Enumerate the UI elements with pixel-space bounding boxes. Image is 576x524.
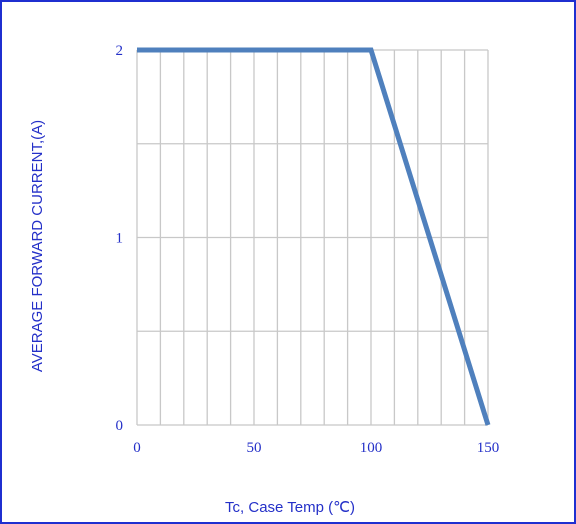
y-axis-title: AVERAGE FORWARD CURRENT,(A) [29, 120, 46, 372]
x-tick-label: 150 [477, 440, 500, 456]
grid [136, 49, 489, 426]
y-tick-label: 0 [116, 418, 124, 434]
series-line [137, 47, 491, 426]
y-tick-label: 1 [116, 231, 124, 247]
y-tick-labels: 0 1 2 [116, 43, 124, 434]
x-tick-label: 50 [247, 440, 262, 456]
y-tick-label: 2 [116, 43, 124, 59]
x-tick-labels: 0 50 100 150 [133, 440, 499, 456]
x-tick-label: 100 [360, 440, 383, 456]
x-axis-title: Tc, Case Temp (℃) [225, 499, 355, 516]
x-tick-label: 0 [133, 440, 141, 456]
series-layer [137, 47, 491, 426]
